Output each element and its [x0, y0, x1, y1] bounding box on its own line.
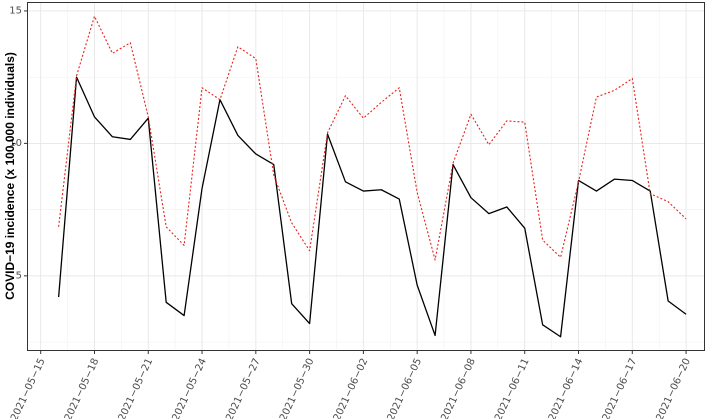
series-2 — [58, 15, 687, 261]
series-1 — [57, 76, 687, 338]
gridlines — [28, 3, 704, 350]
y-axis-title: COVID−19 incidence (x 100,000 individual… — [3, 52, 17, 300]
y-axis: 5 10 15 — [9, 5, 28, 281]
y-tick-label: 15 — [9, 5, 22, 16]
series-layer — [57, 15, 687, 338]
series-line-1 — [57, 76, 687, 338]
plot-panel-border — [27, 2, 705, 351]
series-line-2 — [58, 15, 687, 261]
y-tick-label: 10 — [9, 138, 22, 149]
y-tick-label: 5 — [16, 270, 22, 281]
